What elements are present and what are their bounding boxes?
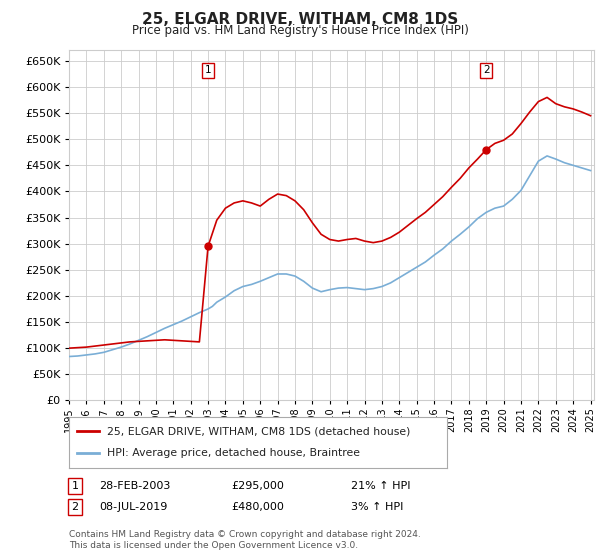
Text: Contains HM Land Registry data © Crown copyright and database right 2024.: Contains HM Land Registry data © Crown c… — [69, 530, 421, 539]
Text: 2: 2 — [71, 502, 79, 512]
Text: 08-JUL-2019: 08-JUL-2019 — [99, 502, 167, 512]
Text: 3% ↑ HPI: 3% ↑ HPI — [351, 502, 403, 512]
Text: 1: 1 — [205, 66, 211, 75]
Text: 2: 2 — [483, 66, 490, 75]
Text: £480,000: £480,000 — [231, 502, 284, 512]
Text: £295,000: £295,000 — [231, 481, 284, 491]
Text: 28-FEB-2003: 28-FEB-2003 — [99, 481, 170, 491]
Text: Price paid vs. HM Land Registry's House Price Index (HPI): Price paid vs. HM Land Registry's House … — [131, 24, 469, 37]
Text: HPI: Average price, detached house, Braintree: HPI: Average price, detached house, Brai… — [107, 449, 360, 459]
Text: 21% ↑ HPI: 21% ↑ HPI — [351, 481, 410, 491]
Text: 25, ELGAR DRIVE, WITHAM, CM8 1DS: 25, ELGAR DRIVE, WITHAM, CM8 1DS — [142, 12, 458, 27]
Text: 1: 1 — [71, 481, 79, 491]
Text: This data is licensed under the Open Government Licence v3.0.: This data is licensed under the Open Gov… — [69, 541, 358, 550]
Text: 25, ELGAR DRIVE, WITHAM, CM8 1DS (detached house): 25, ELGAR DRIVE, WITHAM, CM8 1DS (detach… — [107, 426, 410, 436]
